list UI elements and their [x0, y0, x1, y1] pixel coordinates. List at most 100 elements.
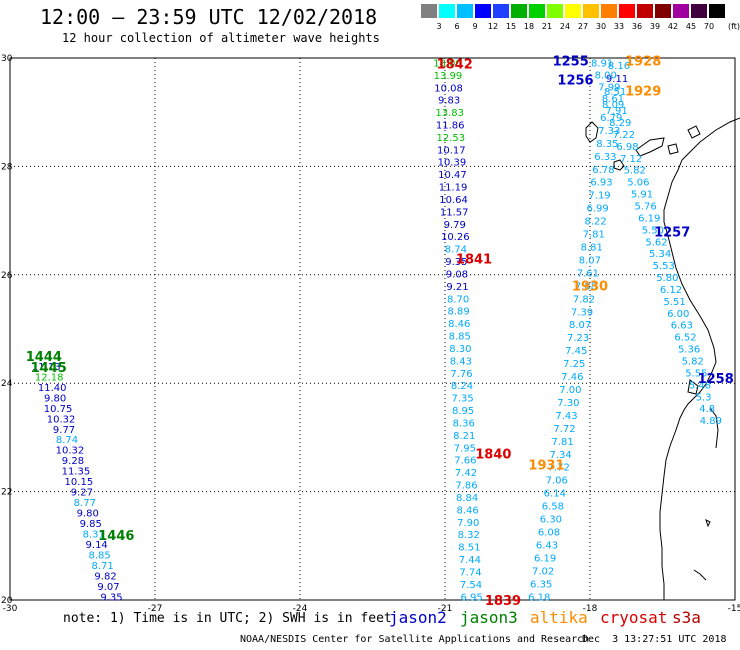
scale-tick-label: 36: [631, 22, 643, 31]
swh-value: 7.42: [455, 468, 477, 479]
swh-value: 6.08: [538, 528, 560, 539]
swh-value: 8.35: [596, 139, 618, 150]
swh-value: 9.77: [53, 425, 75, 436]
swh-value: 8.89: [448, 307, 470, 318]
swh-value: 7.22: [613, 130, 635, 141]
swh-value: 8.81: [581, 243, 603, 254]
swh-value: 7.82: [573, 294, 595, 305]
track: 11.1312.1811.409.8010.7510.329.778.7410.…: [32, 362, 123, 603]
swh-value: 5.51: [663, 297, 685, 308]
swh-value: 9.08: [446, 269, 468, 280]
scale-swatch: [619, 4, 635, 18]
swh-value: 9.85: [80, 519, 102, 530]
swh-value: 6.93: [590, 178, 612, 189]
scale-tick-label: 12: [487, 22, 499, 31]
x-tick-label: -15: [728, 604, 740, 614]
satellite-legend-item: jason2: [389, 608, 447, 627]
swh-value: 5.36: [678, 345, 700, 356]
swh-value: 9.82: [94, 571, 116, 582]
scale-tick-label: 21: [541, 22, 553, 31]
swh-value: 8.74: [56, 435, 78, 446]
swh-value: 11.40: [38, 383, 67, 394]
scale-tick-label: 24: [559, 22, 571, 31]
swh-value: 9.28: [62, 456, 84, 467]
swh-value: 9.11: [606, 74, 628, 85]
swh-value: 9.80: [77, 509, 99, 520]
swh-value: 7.39: [571, 307, 593, 318]
swh-value: 11.19: [439, 183, 468, 194]
swh-value: 7.99: [598, 82, 620, 93]
swh-value: 10.47: [438, 170, 467, 181]
swh-value: 7.02: [532, 566, 554, 577]
swh-value: 9.27: [71, 488, 93, 499]
scale-swatch: [493, 4, 509, 18]
swh-value: 7.81: [583, 230, 605, 241]
swh-value: 7.33: [598, 126, 620, 137]
scale-unit: (ft): [727, 22, 740, 31]
swh-value: 6.19: [638, 213, 660, 224]
page-title: 12:00 – 23:59 UTC 12/02/2018: [40, 5, 378, 29]
swh-value: 7.95: [454, 443, 476, 454]
track: 8.918.007.998.617.918.297.226.987.125.82…: [591, 58, 722, 427]
page-subtitle: 12 hour collection of altimeter wave hei…: [62, 31, 380, 45]
scale-swatch: [511, 4, 527, 18]
swh-value: 8.22: [585, 217, 607, 228]
swh-value: 8.43: [450, 356, 472, 367]
swh-value: 7.88: [575, 281, 597, 292]
swh-value: 9.21: [446, 282, 468, 293]
swh-value: 7.90: [457, 518, 479, 529]
swh-value: 6.63: [671, 321, 693, 332]
swh-value: 7.66: [454, 456, 476, 467]
swh-value: 8.74: [445, 245, 467, 256]
pass-label: 1445: [31, 361, 67, 376]
swh-value: 7.12: [620, 154, 642, 165]
pass-label: 1930: [572, 280, 608, 295]
swh-value: 10.26: [441, 232, 470, 243]
canary-island-4: [667, 143, 679, 155]
swh-value: 10.15: [65, 477, 94, 488]
swh-value: 10.75: [44, 404, 73, 415]
pass-label: 1446: [98, 529, 134, 544]
swh-value: 8.91: [591, 58, 613, 69]
track: 6.18 6.35 7.02 6.19 6.436.08 6.30 6.58 6.14 7.06…: [528, 61, 630, 603]
scale-swatch: [421, 4, 437, 18]
pass-label: 1928: [625, 55, 661, 70]
swh-value: 6.35: [530, 579, 552, 590]
scale-tick-label: 15: [505, 22, 517, 31]
swh-value: 13.83: [435, 108, 464, 119]
swh-value: 9.80: [44, 393, 66, 404]
swh-value: 7.74: [459, 567, 481, 578]
swh-value: 6.00: [667, 309, 689, 320]
swh-value: 8.85: [449, 332, 471, 343]
swh-value: 8.29: [609, 118, 631, 129]
swh-value: 5.82: [682, 357, 704, 368]
scale-swatch: [673, 4, 689, 18]
scale-swatch: [529, 4, 545, 18]
map-frame: -30 -27 -24 -21 -18 -15 30 28 26 24 22 20: [1, 54, 740, 614]
map-border: [9, 57, 736, 601]
swh-value: 8.85: [89, 550, 111, 561]
swh-value: 5.55: [685, 368, 707, 379]
swh-value: 8.70: [447, 294, 469, 305]
interior-boundary: [709, 407, 719, 449]
swh-value: 8.71: [91, 561, 113, 572]
scale-swatch: [655, 4, 671, 18]
swh-value: 7.35: [451, 394, 473, 405]
swh-value: 8.36: [453, 418, 475, 429]
swh-value: 8.24: [451, 381, 473, 392]
scale-swatch: [601, 4, 617, 18]
y-tick-label: 26: [1, 271, 13, 281]
scale-tick-label: 3: [436, 22, 442, 31]
swh-value: 7.30: [557, 398, 579, 409]
x-tick-label: -18: [583, 604, 598, 614]
swh-value: 10.32: [56, 446, 85, 457]
satellite-legend-item: cryosat: [600, 608, 668, 627]
interior-boundary-2: [693, 569, 707, 581]
africa-coastline: [659, 117, 740, 600]
scale-swatch: [637, 4, 653, 18]
swh-value: 8.51: [604, 87, 626, 98]
swh-value: 10.64: [439, 195, 468, 206]
scale-swatch: [439, 4, 455, 18]
swh-value: 7.61: [577, 268, 599, 279]
swh-value: 10.39: [438, 158, 467, 169]
